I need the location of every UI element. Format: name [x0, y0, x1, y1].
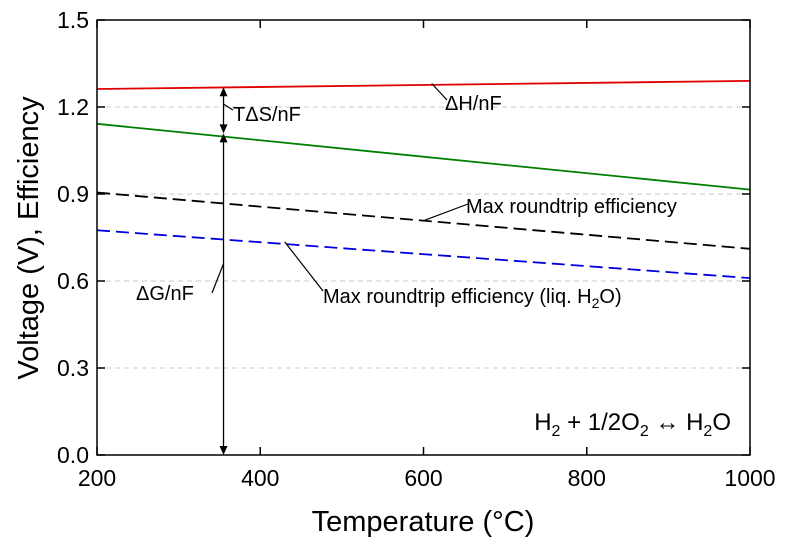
- x-tick-label: 800: [568, 465, 606, 491]
- eq-mid: + 1/2O: [560, 409, 639, 436]
- tds-arrow-head-bottom: [219, 124, 228, 134]
- y-tick-label: 0.6: [57, 268, 89, 294]
- x-tick-label: 200: [78, 465, 116, 491]
- y-tick-label: 0.0: [57, 442, 89, 468]
- max-rt-liq-sub: 2: [592, 295, 600, 311]
- max-rt-liq-prefix: Max roundtrip efficiency (liq. H: [323, 286, 592, 308]
- x-tick-label: 400: [241, 465, 279, 491]
- dg-label: ΔG/nF: [136, 283, 194, 305]
- y-tick-label: 1.5: [57, 7, 89, 33]
- tds-leader: [223, 103, 234, 111]
- annotation-layer: [211, 83, 469, 455]
- grid-layer: [97, 106, 750, 369]
- tick-layer: 0.0 0.3 0.6 0.9 1.2 1.5 200 400 600 800 1000: [57, 7, 776, 491]
- max-rt-label: Max roundtrip efficiency: [466, 196, 677, 218]
- max-rt-liq-suffix: O): [599, 286, 621, 308]
- x-tick-label: 1000: [724, 465, 775, 491]
- tds-arrow-head-top: [219, 87, 228, 97]
- eq-tail: O: [712, 409, 731, 436]
- x-tick-label: 600: [404, 465, 442, 491]
- dg-arrow-head-top: [219, 133, 228, 143]
- y-tick-label: 0.3: [57, 355, 89, 381]
- series-line-1: [96, 122, 751, 191]
- y-axis-title: Voltage (V), Efficiency: [13, 96, 45, 380]
- eq-sub1: 2: [552, 423, 561, 440]
- series-line-0: [96, 80, 751, 90]
- max-rt-leader: [423, 203, 469, 222]
- dh-leader: [431, 83, 448, 101]
- tds-label: TΔS/nF: [233, 104, 301, 126]
- x-axis-title: Temperature (°C): [312, 506, 535, 538]
- reaction-equation: H2 + 1/2O2 ↔ H2O: [534, 409, 731, 440]
- eq-sub2: 2: [640, 423, 649, 440]
- eq-sub3: 2: [703, 423, 712, 440]
- series-line-3: [96, 229, 751, 279]
- y-tick-label: 0.9: [57, 181, 89, 207]
- series-layer: [96, 80, 751, 279]
- eq-h: H: [534, 409, 551, 436]
- dg-arrow-head-bottom: [219, 446, 228, 455]
- dh-label: ΔH/nF: [445, 93, 502, 115]
- dg-leader: [211, 263, 225, 294]
- max-rt-liq-label: Max roundtrip efficiency (liq. H2O): [323, 286, 622, 311]
- eq-arrow: ↔: [649, 409, 686, 436]
- y-tick-label: 1.2: [57, 94, 89, 120]
- eq-end: H: [686, 409, 703, 436]
- max-rt-liq-leader: [284, 241, 324, 292]
